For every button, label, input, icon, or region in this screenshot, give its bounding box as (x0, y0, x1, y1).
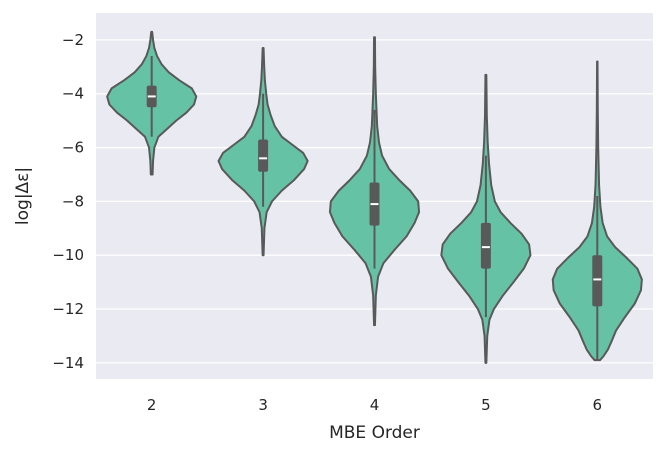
violin-iqr-box (592, 255, 603, 307)
x-tick-label: 4 (370, 396, 380, 414)
x-tick-labels: 2 3 4 5 6 (147, 396, 602, 414)
violin-iqr-box (480, 222, 491, 269)
y-tick-label: −12 (52, 300, 84, 318)
x-tick-label: 2 (147, 396, 157, 414)
y-tick-label: −2 (62, 31, 84, 49)
y-axis-label: log|Δε| (13, 167, 33, 225)
y-tick-label: −14 (52, 354, 84, 372)
y-tick-label: −6 (62, 139, 84, 157)
y-tick-label: −4 (62, 85, 84, 103)
violin-iqr-box (258, 139, 269, 172)
y-tick-label: −10 (52, 246, 84, 264)
x-tick-label: 5 (481, 396, 491, 414)
x-axis-label: MBE Order (329, 423, 420, 443)
y-tick-label: −8 (62, 192, 84, 210)
y-tick-labels: −2 −4 −6 −8 −10 −12 −14 (52, 31, 84, 372)
x-tick-label: 6 (593, 396, 603, 414)
x-tick-label: 3 (258, 396, 268, 414)
violins-group (106, 30, 643, 364)
